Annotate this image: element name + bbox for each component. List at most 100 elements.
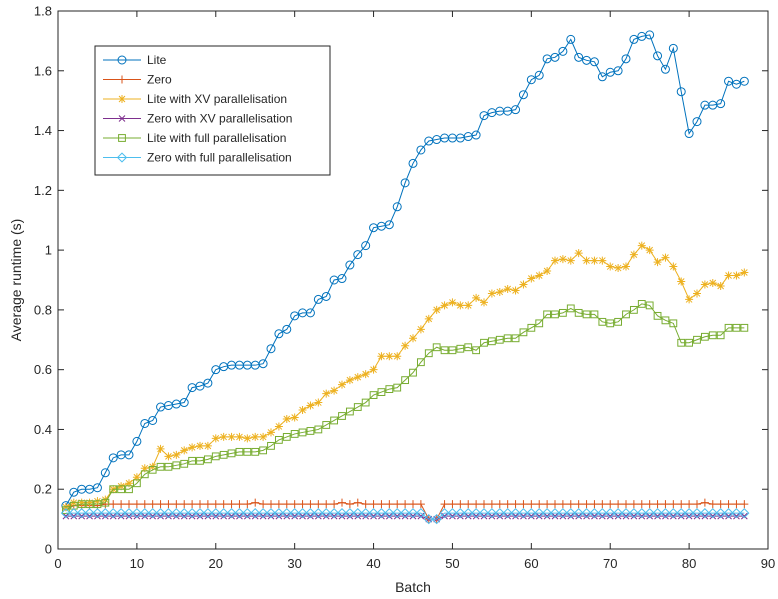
data-point [526,508,537,519]
data-point [534,70,544,80]
data-point [424,349,433,358]
data-point [298,406,307,415]
data-point [653,258,662,267]
data-point [132,436,142,446]
series-3 [62,512,748,523]
data-point [291,512,299,520]
x-tick-label: 80 [682,556,696,571]
series-2 [61,241,749,512]
data-point [511,334,520,343]
x-tick-label: 40 [366,556,380,571]
data-point [401,500,410,509]
data-point [519,328,528,337]
data-point [716,281,725,290]
data-point [416,145,426,155]
y-tick-label: 0.2 [34,482,52,497]
data-point [305,508,316,519]
data-point [179,398,189,408]
series-line [65,512,745,520]
data-point [708,331,717,340]
data-point [180,446,189,455]
data-point [282,414,291,423]
data-point [416,325,425,334]
data-point [614,317,623,326]
data-point [393,383,402,392]
data-point [220,512,228,520]
data-point [431,514,442,525]
data-point [558,255,567,264]
data-point [393,352,402,361]
data-point [447,508,458,519]
data-point [677,338,686,347]
data-point [740,268,749,277]
data-point [346,512,354,520]
series-line [65,303,745,511]
data-point [535,500,544,509]
data-point [535,512,543,520]
data-point [330,512,338,520]
data-point [368,508,379,519]
data-point [116,508,127,519]
data-point [472,512,480,520]
data-point [590,500,599,509]
data-point [306,401,315,410]
data-point [180,512,188,520]
data-point [526,75,536,85]
data-point [423,514,434,525]
data-point [361,241,371,251]
data-point [652,508,663,519]
data-point [109,512,117,520]
data-point [211,452,220,461]
data-point [188,500,197,509]
data-point [243,434,252,443]
data-point [448,500,457,509]
data-point [92,508,103,519]
data-point [629,500,638,509]
data-point [550,52,560,62]
data-point [724,271,733,280]
data-point [235,500,244,509]
data-point [149,512,157,520]
data-point [407,508,419,519]
data-point [409,512,417,520]
data-point [274,329,284,339]
data-point [725,512,732,520]
data-point [125,512,133,520]
data-point [518,508,529,519]
data-point [583,512,590,520]
data-point [345,260,355,270]
data-point [329,508,340,519]
data-point [415,508,426,519]
data-point [740,512,748,520]
data-point [227,449,236,458]
data-point [519,280,528,289]
data-point [582,256,591,265]
data-point [76,508,87,519]
data-point [543,500,552,509]
data-point [653,500,662,509]
data-point [590,310,599,319]
data-point [141,512,149,520]
data-point [109,500,118,509]
data-point [307,512,314,520]
x-tick-label: 70 [603,556,617,571]
data-point [314,512,322,520]
data-point [369,365,378,374]
data-point [488,512,496,520]
data-point [243,447,252,456]
y-tick-label: 1 [45,243,52,258]
data-point [117,500,126,509]
data-point [597,508,608,519]
data-point [701,512,709,520]
data-point [251,512,259,520]
data-point [424,314,433,323]
data-point [511,286,520,295]
data-point [60,508,71,519]
data-point [203,500,212,509]
data-point [487,289,496,298]
data-point [684,508,695,519]
data-point [598,512,606,520]
data-point [140,418,150,428]
data-point [574,249,583,258]
data-point [549,508,561,519]
